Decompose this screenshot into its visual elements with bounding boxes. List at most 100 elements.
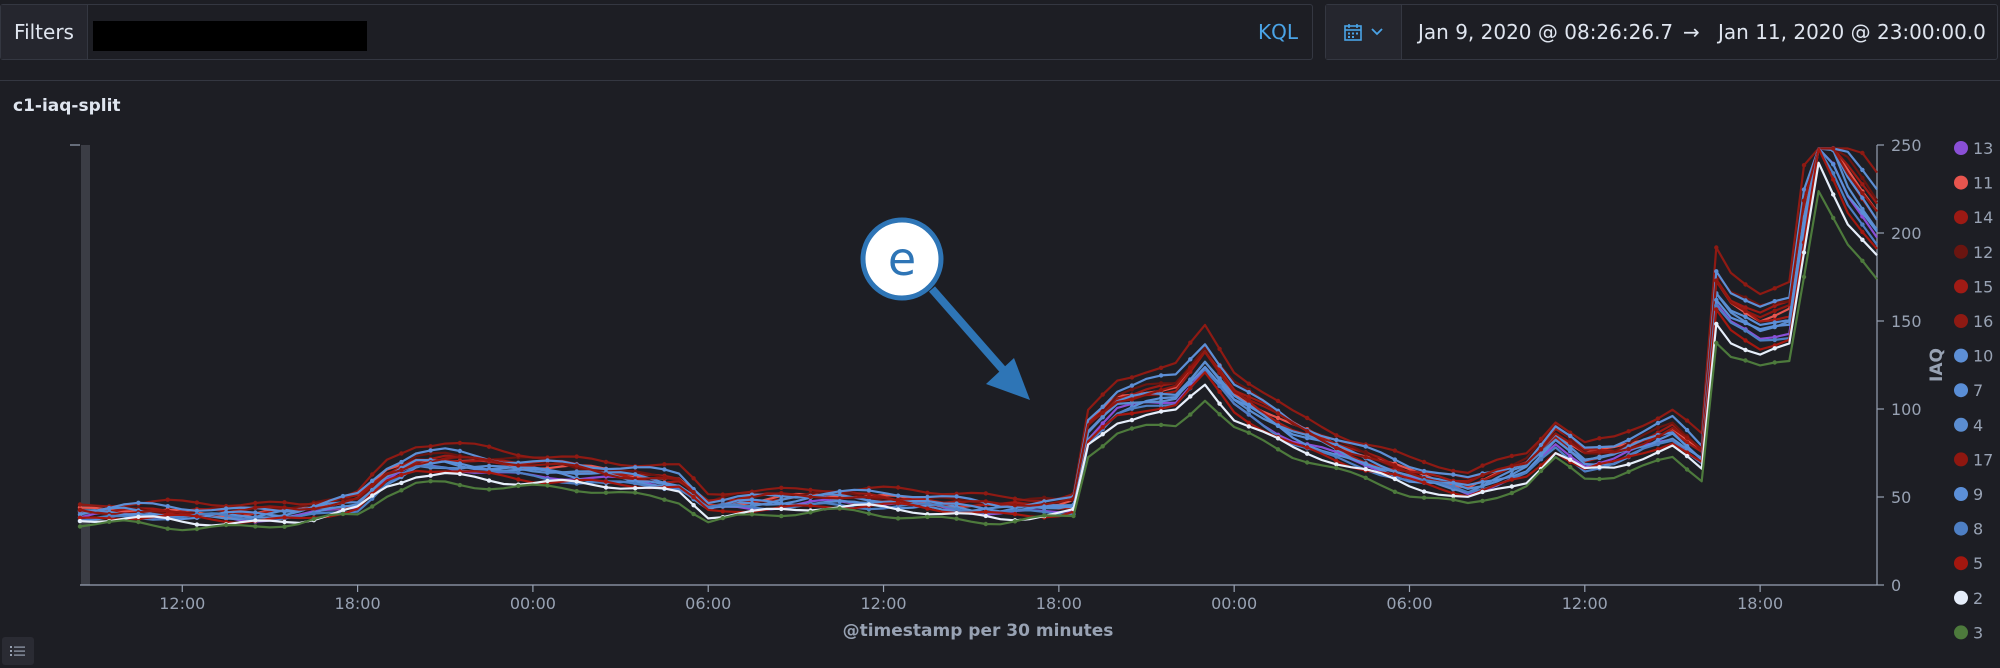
data-point — [983, 509, 988, 515]
legend-item-8[interactable]: 8 — [1954, 520, 1983, 539]
legend-item-14[interactable]: 14 — [1954, 208, 1993, 227]
legend-item-15[interactable]: 15 — [1954, 277, 1993, 296]
data-point — [1831, 146, 1836, 151]
data-point — [866, 488, 872, 493]
legend-item-3[interactable]: 3 — [1954, 623, 1983, 642]
legend-item-13[interactable]: 13 — [1954, 139, 1993, 158]
legend-label: 11 — [1973, 174, 1993, 193]
data-point — [1714, 340, 1719, 346]
data-point — [1772, 299, 1777, 304]
data-point — [1275, 447, 1281, 452]
quick-menu-button[interactable] — [1326, 5, 1402, 59]
date-picker[interactable]: Jan 9, 2020 @ 08:26:26.7 → Jan 11, 2020 … — [1325, 4, 1998, 60]
kql-toggle-button[interactable]: KQL — [1258, 20, 1298, 44]
data-point — [1743, 320, 1748, 326]
legend-label: 5 — [1973, 554, 1983, 573]
data-point — [1158, 391, 1164, 397]
data-point — [983, 499, 988, 504]
data-point — [545, 478, 550, 484]
legend-item-7[interactable]: 7 — [1954, 381, 1983, 400]
data-point — [1655, 457, 1661, 463]
data-point — [1188, 412, 1193, 417]
legend-swatch — [1954, 521, 1968, 536]
data-point — [1655, 434, 1661, 439]
date-end[interactable]: Jan 11, 2020 @ 23:00:00.0 — [1718, 20, 1986, 44]
legend-item-10[interactable]: 10 — [1954, 347, 1993, 366]
data-point — [77, 507, 83, 513]
legend-toggle-button[interactable] — [2, 637, 34, 665]
data-point — [311, 511, 316, 516]
data-point — [574, 469, 579, 474]
legend-label: 4 — [1973, 416, 1983, 435]
legend-item-2[interactable]: 2 — [1954, 589, 1983, 608]
data-point — [1421, 459, 1427, 465]
legend-item-5[interactable]: 5 — [1954, 554, 1983, 573]
legend-swatch — [1954, 279, 1968, 294]
y-axis-ticks: 0 50 100 150 200 250 — [1877, 136, 1922, 595]
panel-title: c1-iaq-split — [13, 96, 121, 116]
data-point — [1509, 468, 1515, 473]
data-point — [1217, 346, 1222, 352]
legend-item-4[interactable]: 4 — [1954, 416, 1983, 435]
data-point — [1655, 441, 1661, 447]
data-point — [1568, 454, 1573, 459]
query-input-redacted[interactable] — [93, 21, 367, 51]
data-point — [1246, 424, 1252, 429]
data-point — [1480, 489, 1485, 495]
filters-label[interactable]: Filters — [1, 5, 88, 59]
series-line-9[interactable] — [79, 147, 1878, 522]
filters-box[interactable]: Filters KQL — [0, 4, 1313, 60]
data-point — [136, 519, 141, 525]
data-point — [1509, 484, 1515, 489]
series-line-5[interactable] — [79, 147, 1878, 524]
series-line-2[interactable] — [79, 161, 1878, 527]
data-point — [1129, 375, 1135, 380]
series-line-16[interactable] — [79, 147, 1878, 508]
legend-label: 14 — [1973, 208, 1993, 227]
legend-item-16[interactable]: 16 — [1954, 312, 1993, 331]
data-point — [1684, 418, 1690, 423]
data-point — [633, 486, 638, 491]
legend-label: 3 — [1973, 623, 1983, 642]
data-point — [516, 463, 521, 468]
data-point — [1860, 258, 1865, 263]
date-start[interactable]: Jan 9, 2020 @ 08:26:26.7 — [1418, 20, 1674, 44]
data-point — [1743, 338, 1748, 343]
data-point — [895, 485, 901, 490]
series-line-17[interactable] — [79, 147, 1878, 517]
data-point — [574, 489, 579, 494]
data-point — [1801, 198, 1807, 203]
data-point — [749, 505, 755, 510]
brush-handle[interactable] — [81, 145, 90, 585]
legend-item-17[interactable]: 17 — [1954, 450, 1993, 469]
legend-label: 9 — [1973, 485, 1983, 504]
data-point — [691, 490, 696, 495]
data-point — [340, 511, 346, 517]
x-tick-label: 06:00 — [1386, 594, 1432, 613]
data-point — [895, 507, 901, 512]
data-point — [1100, 392, 1105, 397]
data-point — [954, 494, 959, 499]
data-point — [633, 490, 638, 495]
legend-item-11[interactable]: 11 — [1954, 174, 1993, 193]
data-point — [1392, 448, 1398, 453]
data-point — [1509, 490, 1515, 496]
data-point — [165, 508, 170, 514]
legend-label: 13 — [1973, 139, 1993, 158]
data-point — [1129, 383, 1135, 388]
data-point — [1158, 403, 1164, 408]
series-line-8[interactable] — [79, 147, 1878, 523]
legend-item-9[interactable]: 9 — [1954, 485, 1983, 504]
series-line-12[interactable] — [79, 147, 1878, 516]
data-point — [136, 514, 141, 519]
series-line-4[interactable] — [79, 147, 1878, 521]
data-point — [1012, 511, 1018, 517]
legend-label: 16 — [1973, 312, 1993, 331]
data-point — [1801, 163, 1807, 168]
legend-item-12[interactable]: 12 — [1954, 243, 1993, 262]
data-point — [1831, 192, 1836, 197]
series-line-3[interactable] — [79, 190, 1878, 532]
data-point — [1246, 397, 1252, 403]
data-point — [1772, 323, 1777, 329]
y-tick-label: 200 — [1891, 224, 1922, 243]
